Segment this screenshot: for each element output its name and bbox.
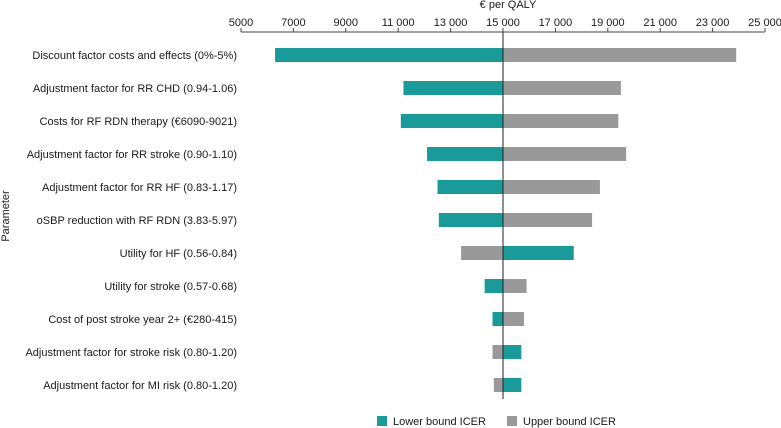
upper-bound-bar xyxy=(503,48,737,62)
category-label: Utility for stroke (0.57-0.68) xyxy=(104,281,237,293)
y-axis-title: Parameter xyxy=(0,190,12,242)
lower-bound-bar xyxy=(275,48,503,62)
lower-bound-bar xyxy=(427,147,503,161)
x-tick-label: 11 000 xyxy=(382,17,415,29)
x-tick-label: 5000 xyxy=(229,17,253,29)
legend-swatch-lower xyxy=(377,416,387,426)
x-tick-label: 7000 xyxy=(281,17,305,29)
category-label: Costs for RF RDN therapy (€6090-9021) xyxy=(40,116,237,128)
lower-bound-bar xyxy=(484,279,503,293)
legend-label-lower: Lower bound ICER xyxy=(393,416,486,428)
x-tick-label: 23 000 xyxy=(696,17,730,29)
category-label: oSBP reduction with RF RDN (3.83-5.97) xyxy=(37,215,237,227)
lower-bound-bar xyxy=(403,81,503,95)
x-tick-label: 13 000 xyxy=(434,17,468,29)
category-label: Adjustment factor for stroke risk (0.80-… xyxy=(25,347,237,359)
lower-bound-bar xyxy=(438,213,503,227)
category-label: Discount factor costs and effects (0%-5%… xyxy=(32,50,237,62)
category-label: Adjustment factor for RR stroke (0.90-1.… xyxy=(27,149,237,161)
lower-bound-bar xyxy=(437,180,503,194)
x-tick-label: 21 000 xyxy=(643,17,677,29)
upper-bound-bar xyxy=(503,312,524,326)
category-label: Utility for HF (0.56-0.84) xyxy=(120,248,237,260)
lower-bound-bar xyxy=(503,378,522,392)
upper-bound-bar xyxy=(461,246,503,260)
upper-bound-bar xyxy=(503,114,619,128)
x-tick-label: 9000 xyxy=(334,17,358,29)
upper-bound-bar xyxy=(503,279,527,293)
legend: Lower bound ICER Upper bound ICER xyxy=(377,416,616,428)
upper-bound-bar xyxy=(493,378,503,392)
category-label: Adjustment factor for RR HF (0.83-1.17) xyxy=(42,182,237,194)
upper-bound-bar xyxy=(503,180,600,194)
lower-bound-bar xyxy=(400,114,503,128)
chart-title: € per QALY xyxy=(480,0,537,11)
x-axis-ticks: 5000 7000 9000 11 000 13 000 15 000 17 000 19 0… xyxy=(229,17,781,32)
upper-bound-bar xyxy=(503,147,627,161)
category-label: Adjustment factor for RR CHD (0.94-1.06) xyxy=(33,83,237,95)
x-tick-label: 15 000 xyxy=(486,17,520,29)
upper-bound-bar xyxy=(503,213,593,227)
upper-bound-bar xyxy=(492,345,503,359)
category-label: Adjustment factor for MI risk (0.80-1.20… xyxy=(43,380,237,392)
upper-bound-bar xyxy=(503,81,621,95)
bar-rows: Discount factor costs and effects (0%-5%… xyxy=(25,48,737,392)
lower-bound-bar xyxy=(503,246,574,260)
lower-bound-bar xyxy=(503,345,522,359)
x-tick-label: 25 000 xyxy=(748,17,781,29)
legend-label-upper: Upper bound ICER xyxy=(523,416,616,428)
category-label: Cost of post stroke year 2+ (€280-415) xyxy=(48,314,237,326)
lower-bound-bar xyxy=(492,312,503,326)
x-tick-label: 17 000 xyxy=(539,17,573,29)
legend-swatch-upper xyxy=(507,416,517,426)
x-tick-label: 19 000 xyxy=(591,17,625,29)
